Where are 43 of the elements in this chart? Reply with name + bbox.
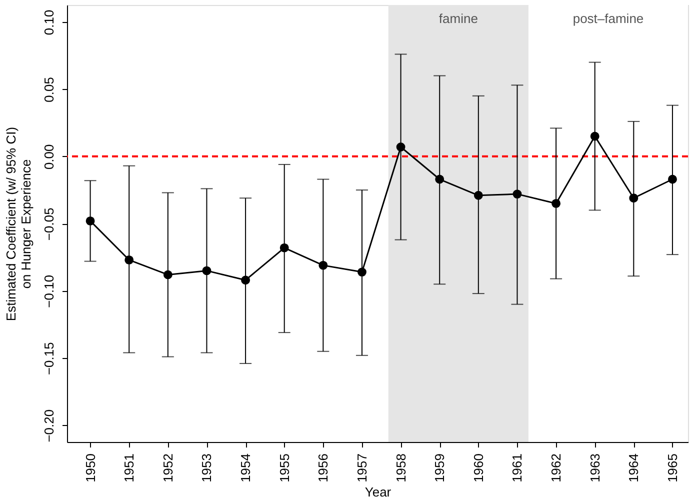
point xyxy=(86,216,95,226)
x-tick-label: 1954 xyxy=(238,454,254,482)
point xyxy=(668,174,677,184)
x-tick-label: 1953 xyxy=(199,454,214,482)
point xyxy=(318,260,328,270)
x-tick-label: 1964 xyxy=(626,454,642,482)
x-tick-label: 1952 xyxy=(160,454,176,482)
y-tick-label: −0.10 xyxy=(42,274,56,308)
x-tick-label: 1956 xyxy=(316,454,331,482)
y-axis-title: Estimated Coefficient (w/ 95% CI) on Hunger Experience xyxy=(4,126,34,322)
x-tick-label: 1955 xyxy=(276,454,292,482)
x-tick-label: 1950 xyxy=(82,454,98,482)
y-tick-label: −0.20 xyxy=(42,409,56,442)
x-tick-label: 1958 xyxy=(393,454,408,482)
point xyxy=(124,255,134,264)
point xyxy=(474,190,483,200)
y-tick-label: −0.15 xyxy=(42,342,56,376)
x-tick-label: 1957 xyxy=(354,454,370,482)
x-axis-title: Year xyxy=(364,484,392,500)
point xyxy=(396,142,406,152)
x-tick-label: 1959 xyxy=(432,454,448,482)
point xyxy=(590,132,600,141)
y-tick-label: 0.10 xyxy=(42,10,56,36)
point xyxy=(435,174,444,184)
y-tick-label: 0.05 xyxy=(42,77,56,102)
x-tick-label: 1962 xyxy=(548,454,564,482)
x-tick-label: 1965 xyxy=(664,454,680,482)
band-label: famine xyxy=(438,11,478,26)
point xyxy=(280,243,289,252)
point xyxy=(358,268,366,277)
y-tick-label: 0.00 xyxy=(42,144,56,170)
x-tick-label: 1960 xyxy=(470,454,486,482)
x-tick-label: 1961 xyxy=(510,454,525,482)
y-tick-label: −0.05 xyxy=(42,208,56,241)
point xyxy=(552,199,561,208)
point xyxy=(629,194,638,203)
point xyxy=(163,270,172,280)
x-tick-label: 1951 xyxy=(122,454,137,482)
point xyxy=(512,190,522,199)
point xyxy=(241,276,250,285)
x-tick-label: 1963 xyxy=(587,454,602,482)
point xyxy=(202,266,212,276)
band-label: post–famine xyxy=(572,11,644,26)
